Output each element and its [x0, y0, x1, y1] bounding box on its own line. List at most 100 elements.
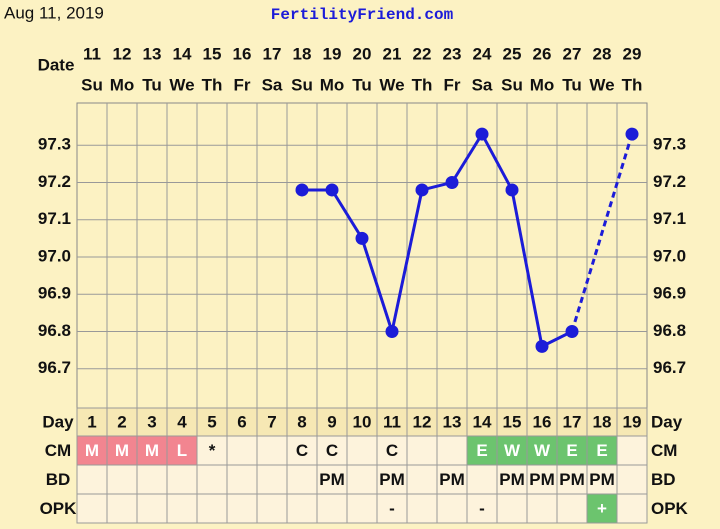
- table-cell: [586, 493, 618, 524]
- cell-text: 12: [413, 412, 432, 431]
- table-cell: [196, 464, 228, 495]
- cell-text: 17: [563, 412, 582, 431]
- table-cell: [436, 464, 468, 495]
- row-label-right: Day: [651, 412, 683, 431]
- cell-text: PM: [319, 470, 345, 489]
- table-cell: [556, 464, 588, 495]
- cell-text: 13: [443, 412, 462, 431]
- row-label: BD: [46, 470, 71, 489]
- table-cell: [406, 435, 438, 466]
- weekday-label: Fr: [234, 75, 251, 94]
- table-cell: [196, 435, 228, 466]
- row-label: Day: [42, 412, 74, 431]
- table-cell: [376, 407, 408, 437]
- date-label: 19: [323, 44, 342, 63]
- table-cell: [466, 407, 498, 437]
- cell-text: C: [386, 441, 398, 460]
- weekday-label: Mo: [110, 75, 135, 94]
- row-label-right: BD: [651, 470, 676, 489]
- table-cell: [526, 435, 558, 466]
- cell-text: C: [296, 441, 308, 460]
- table-cell: [346, 435, 378, 466]
- plot-area: [76, 102, 648, 409]
- cell-text: E: [596, 441, 607, 460]
- table-cell: [76, 435, 108, 466]
- temperature-point: [475, 127, 489, 141]
- table-cell: [406, 493, 438, 524]
- date-label: 28: [593, 44, 612, 63]
- date-label: 25: [503, 44, 522, 63]
- temperature-point: [295, 183, 309, 197]
- date-label: 21: [383, 44, 402, 63]
- table-cell: [556, 493, 588, 524]
- table-cell: [376, 435, 408, 466]
- cell-text: 11: [383, 412, 401, 431]
- table-cell: [286, 407, 318, 437]
- table-cell: [316, 407, 348, 437]
- table-cell: [496, 435, 528, 466]
- cell-text: 14: [473, 412, 492, 431]
- table-cell: [466, 464, 498, 495]
- temperature-point: [415, 183, 429, 197]
- table-cell: [346, 464, 378, 495]
- table-cell: [616, 493, 648, 524]
- table-cell: [76, 407, 108, 437]
- date-label: 16: [233, 44, 252, 63]
- table-cell: [556, 407, 588, 437]
- temperature-point: [385, 325, 399, 338]
- cell-text: M: [145, 441, 159, 460]
- y-tick-label: 96.7: [38, 358, 71, 377]
- cell-text: 2: [117, 412, 126, 431]
- date-label: 20: [353, 44, 372, 63]
- date-label: Date: [38, 55, 75, 74]
- weekday-label: Tu: [352, 75, 372, 94]
- table-cell: [526, 493, 558, 524]
- cell-text: 15: [503, 412, 522, 431]
- y-tick-label-right: 96.7: [653, 358, 686, 377]
- cell-text: W: [504, 441, 521, 460]
- temperature-connector: [570, 133, 634, 332]
- table-cell: [106, 435, 138, 466]
- cell-text: 8: [297, 412, 306, 431]
- table-cell: [526, 407, 558, 437]
- table-cell: [166, 493, 198, 524]
- y-tick-label-right: 97.0: [653, 246, 686, 265]
- cell-text: 10: [353, 412, 372, 431]
- table-cell: [586, 407, 618, 437]
- y-tick-label-right: 97.1: [653, 209, 686, 228]
- temperature-point: [565, 325, 579, 338]
- table-cell: [226, 464, 258, 495]
- cell-text: E: [476, 441, 487, 460]
- y-tick-label-right: 97.2: [653, 172, 686, 191]
- table-cell: [166, 464, 198, 495]
- cell-text: PM: [559, 470, 585, 489]
- table-cell: [256, 464, 288, 495]
- y-tick-label: 96.8: [38, 321, 71, 340]
- cell-text: -: [479, 499, 485, 518]
- weekday-label: We: [169, 75, 194, 94]
- cell-text: 6: [237, 412, 246, 431]
- cell-text: 18: [593, 412, 612, 431]
- table-cell: [586, 435, 618, 466]
- y-tick-label-right: 96.9: [653, 284, 686, 303]
- table-cell: [226, 493, 258, 524]
- table-cell: [136, 493, 168, 524]
- cell-text: PM: [379, 470, 405, 489]
- y-tick-label: 97.3: [38, 135, 71, 154]
- row-label: CM: [45, 441, 71, 460]
- cell-text: M: [85, 441, 99, 460]
- table-cell: [136, 464, 168, 495]
- cell-text: W: [534, 441, 551, 460]
- table-cell: [436, 493, 468, 524]
- weekday-label: Tu: [562, 75, 582, 94]
- weekday-label: Su: [501, 75, 523, 94]
- cell-text: PM: [529, 470, 555, 489]
- temperature-point: [625, 127, 639, 141]
- table-cell: [226, 435, 258, 466]
- cell-text: PM: [439, 470, 465, 489]
- date-label: 12: [113, 44, 132, 63]
- y-tick-label-right: 97.3: [653, 135, 686, 154]
- table-cell: [76, 493, 108, 524]
